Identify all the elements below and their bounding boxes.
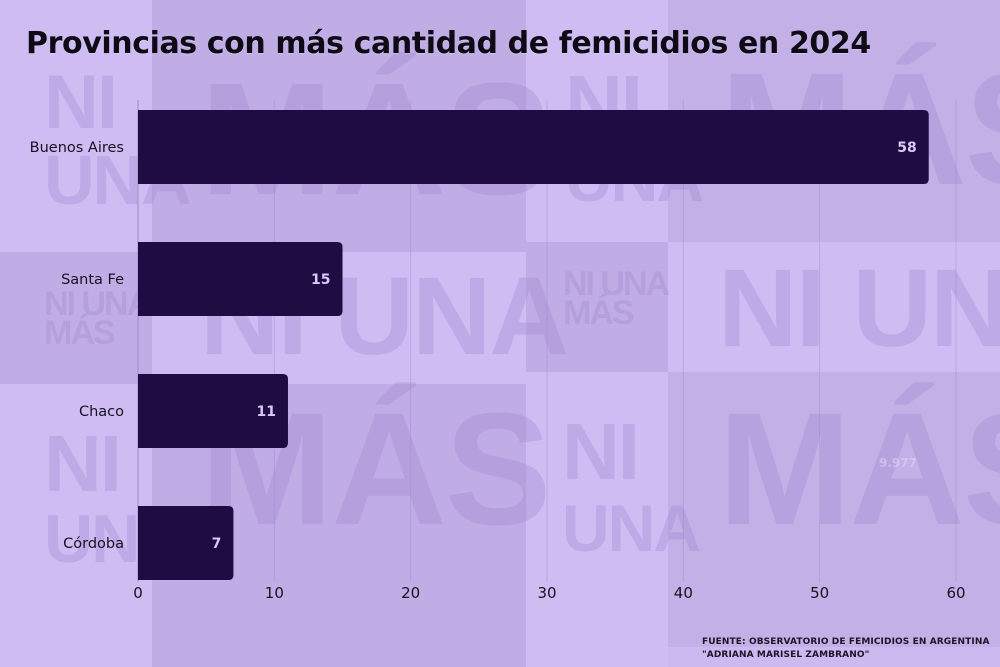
- x-tick-label: 50: [810, 584, 829, 602]
- bar: [138, 110, 929, 184]
- watermark-short: NI UNA MÁS: [563, 265, 670, 333]
- value-label: 11: [256, 404, 275, 420]
- value-labels: 58 15 11 7: [212, 140, 917, 552]
- bg-tile: [0, 384, 152, 667]
- watermark-ni: NI: [44, 60, 118, 145]
- bg-tile: [526, 242, 668, 372]
- source-line-2: "ADRIANA MARISEL ZAMBRANO": [702, 650, 870, 660]
- x-tick-label: 40: [674, 584, 693, 602]
- bg-tile: [668, 242, 1000, 372]
- x-tick-label: 20: [401, 584, 420, 602]
- source-line-1: FUENTE: OBSERVATORIO DE FEMICIDIOS EN AR…: [702, 637, 990, 647]
- watermark-ni: NI: [44, 419, 122, 508]
- x-tick-label: 10: [265, 584, 284, 602]
- bar: [138, 506, 234, 580]
- ghost-number: 9.977: [879, 456, 917, 470]
- x-tick-label: 0: [133, 584, 143, 602]
- value-label: 58: [897, 140, 916, 156]
- x-tick-labels: 0 10 20 30 40 50 60: [133, 584, 965, 602]
- x-tick-label: 60: [946, 584, 965, 602]
- category-label: Chaco: [79, 404, 124, 420]
- bg-tile: [0, 0, 152, 252]
- x-tick-label: 30: [537, 584, 556, 602]
- watermark-una: UNA: [562, 491, 701, 565]
- chart-title: Provincias con más cantidad de femicidio…: [26, 26, 871, 61]
- watermark-inline: NI UNA: [718, 247, 1000, 370]
- bg-tile: [668, 372, 1000, 647]
- bg-tile: [0, 252, 152, 384]
- category-labels: Buenos Aires Santa Fe Chaco Córdoba: [30, 140, 124, 552]
- source-note: FUENTE: OBSERVATORIO DE FEMICIDIOS EN AR…: [702, 636, 990, 662]
- bar: [138, 374, 288, 448]
- category-label: Buenos Aires: [30, 140, 124, 156]
- watermark-mas: MÁS: [718, 379, 1000, 558]
- bar: [138, 242, 343, 316]
- watermark-ni: NI: [562, 407, 640, 496]
- category-label: Santa Fe: [61, 272, 124, 288]
- value-label: 7: [212, 536, 222, 552]
- category-label: Córdoba: [63, 536, 124, 552]
- bars: [138, 110, 929, 580]
- value-label: 15: [311, 272, 330, 288]
- bg-tile: [526, 372, 668, 667]
